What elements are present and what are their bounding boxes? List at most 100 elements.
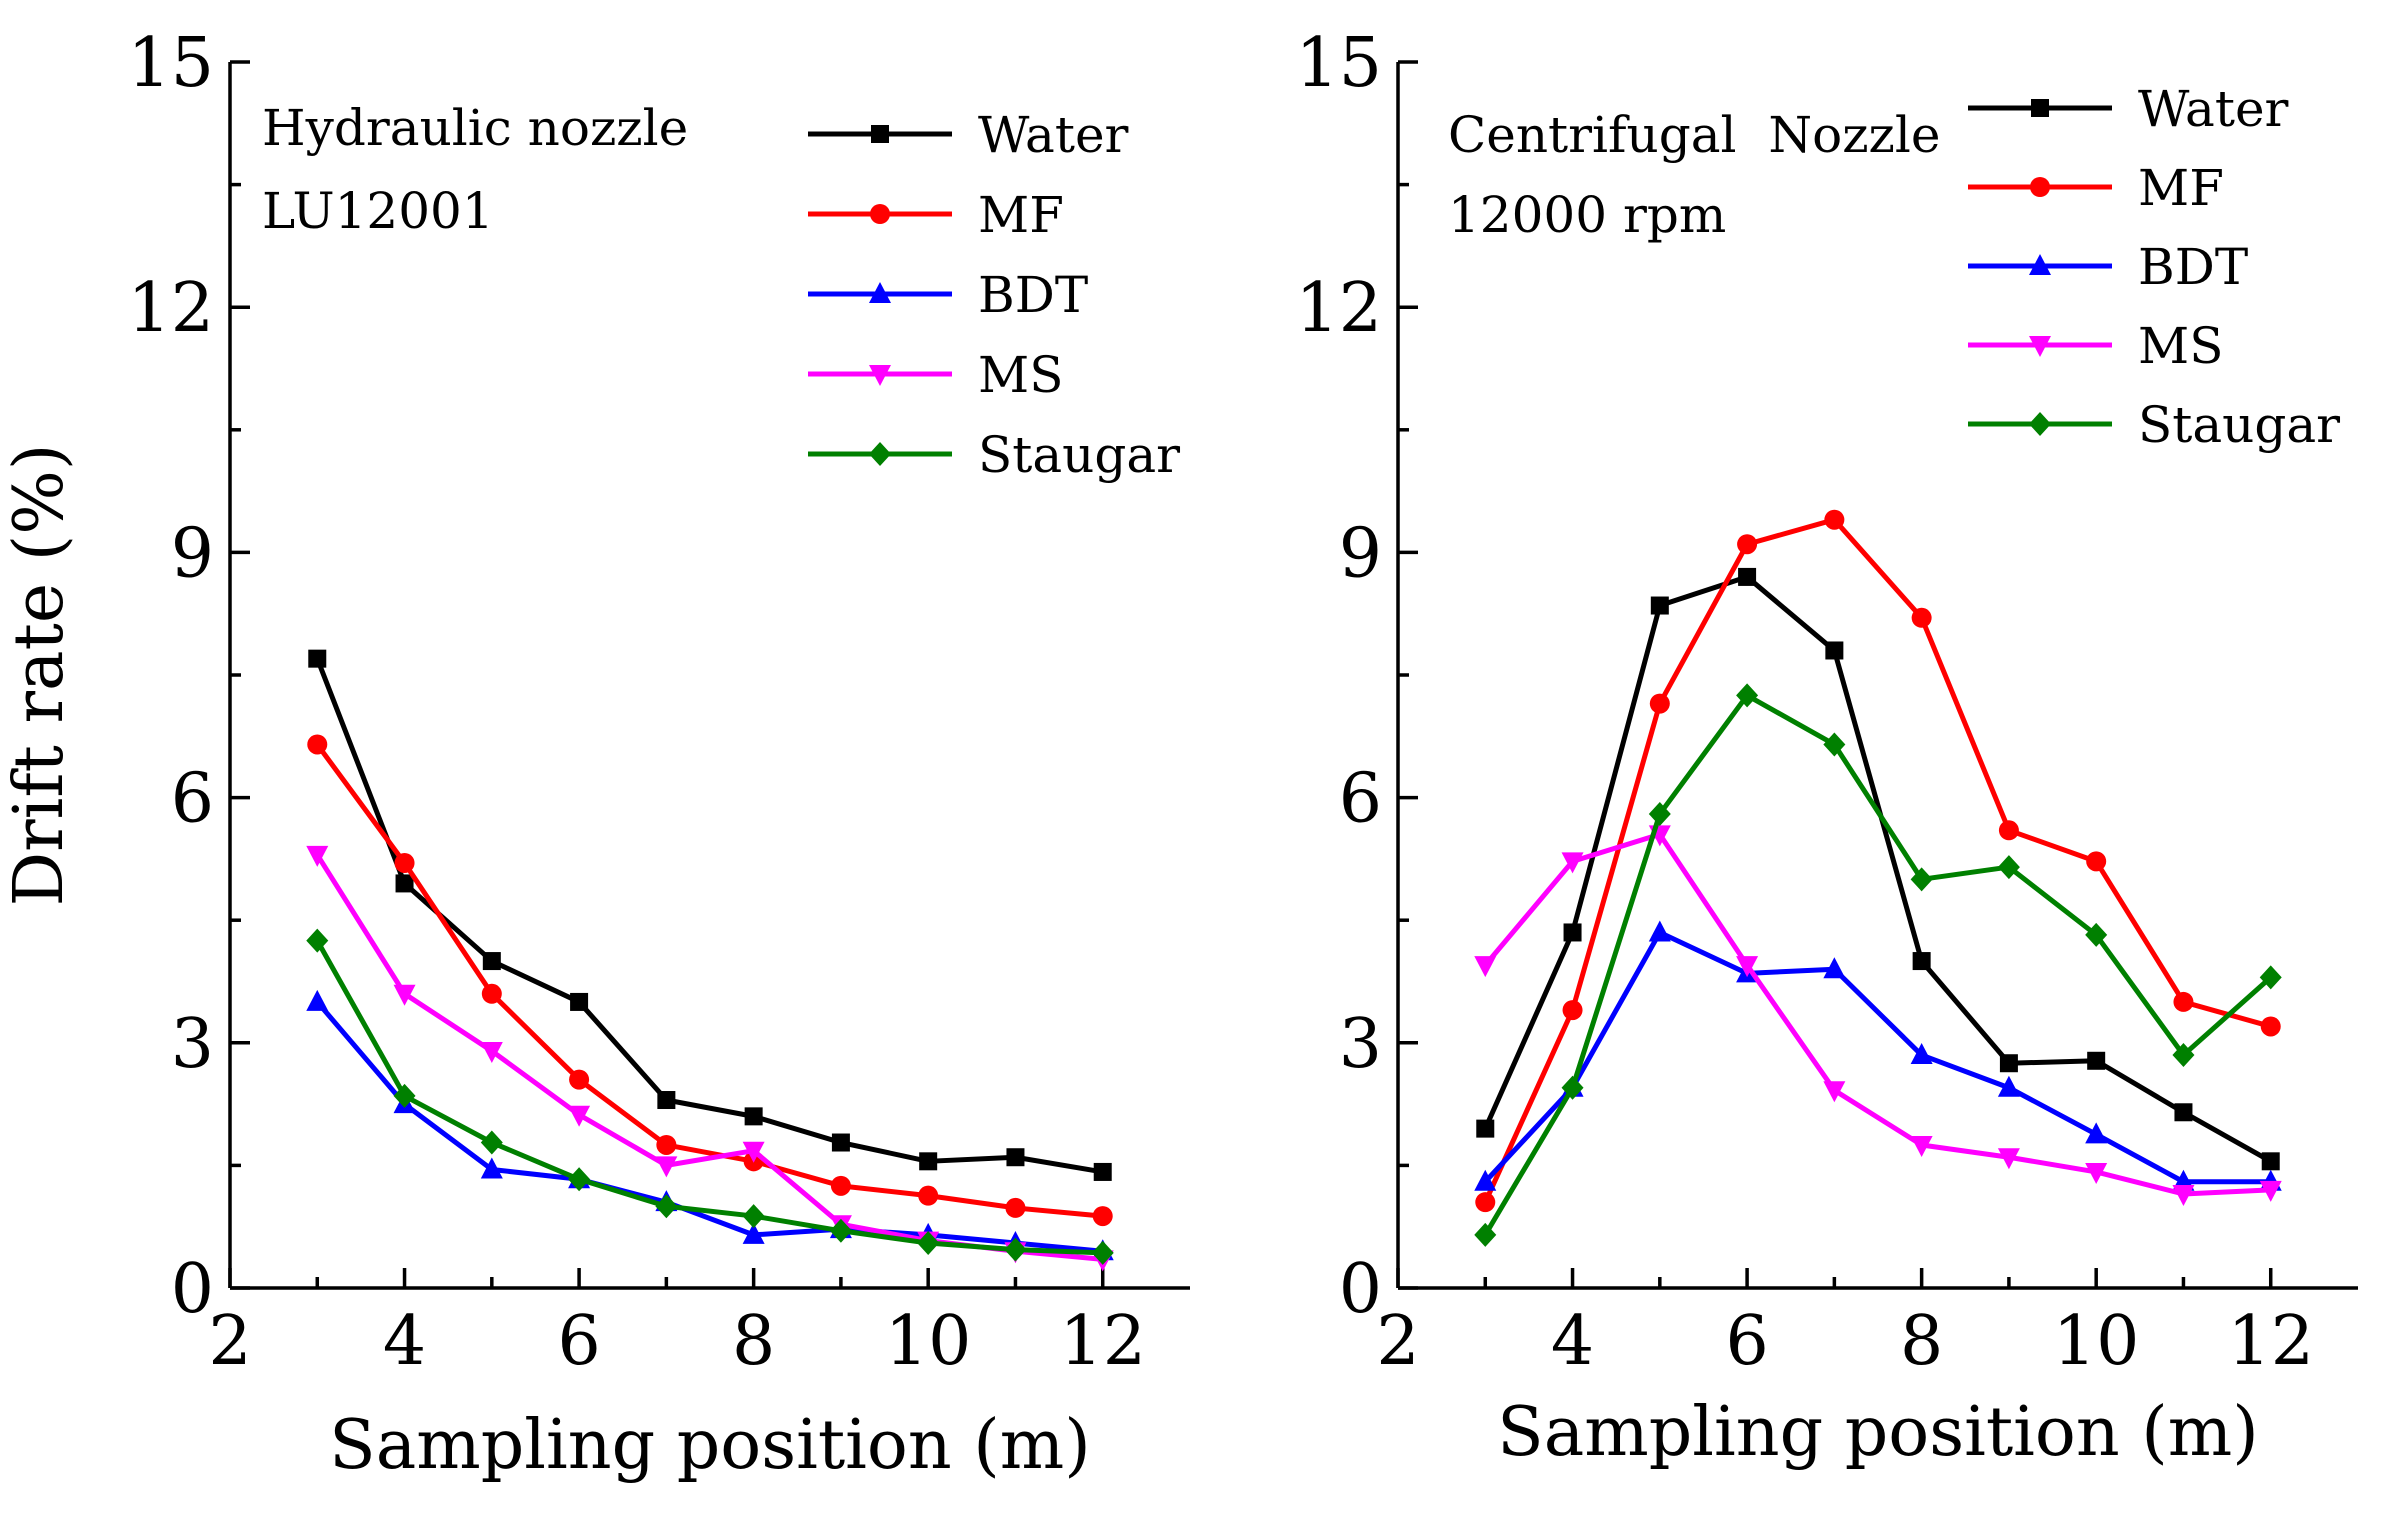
data-point-staugar <box>1474 1222 1497 1247</box>
data-point-water <box>1999 1054 2018 1073</box>
data-point-staugar <box>306 928 329 953</box>
legend: Water MF BDT MS Staugar <box>1968 80 2340 454</box>
series-line-water <box>1482 574 2272 1164</box>
x-tick-label: 12 <box>1059 1302 1146 1381</box>
data-point-water <box>482 952 501 971</box>
legend-item-mf: MF <box>1968 159 2224 217</box>
data-point-mf <box>2173 991 2194 1012</box>
data-point-staugar <box>1561 1075 1584 1100</box>
data-point-water <box>1563 923 1582 942</box>
legend-item-water: Water <box>1968 80 2289 138</box>
series-line-staugar <box>1483 692 2273 1237</box>
data-point-water <box>1650 596 1669 615</box>
data-point-mf <box>1475 1192 1496 1213</box>
data-point-water <box>570 992 589 1011</box>
data-point-water <box>919 1152 938 1171</box>
data-point-water <box>2087 1051 2106 1070</box>
data-point-mf <box>1649 693 1670 714</box>
data-point-water <box>2261 1152 2280 1171</box>
data-point-water <box>1006 1148 1025 1167</box>
legend-swatch-marker <box>2029 336 2051 357</box>
data-point-water <box>2174 1103 2193 1122</box>
chart-panel-hydraulic: 0 3 6 9 12 15 2 4 6 8 10 12 Sampling position (m) Dri… <box>0 24 1190 1485</box>
data-point-ms <box>1910 1135 1933 1157</box>
series-line-mf <box>315 742 1103 1219</box>
x-tick-label: 2 <box>1376 1302 1419 1381</box>
legend-label: BDT <box>978 266 1088 324</box>
data-point-staugar <box>829 1218 852 1243</box>
data-point-bdt <box>2085 1122 2108 1144</box>
data-point-staugar <box>1736 683 1759 708</box>
series-water <box>1476 567 2280 1171</box>
data-point-water <box>1912 952 1931 971</box>
data-point-mf <box>481 983 502 1004</box>
legend-label: MS <box>2138 317 2223 375</box>
data-point-water <box>1476 1119 1495 1138</box>
legend-label: MS <box>978 346 1063 404</box>
y-tick-label: 3 <box>171 1005 214 1084</box>
data-point-mf <box>1737 534 1758 555</box>
legend-label: Water <box>2138 80 2289 138</box>
data-point-mf <box>1998 820 2019 841</box>
data-point-bdt <box>742 1222 765 1244</box>
data-point-staugar <box>1997 855 2020 880</box>
series-mf <box>1475 509 2281 1213</box>
series-line-bdt <box>1483 929 2271 1185</box>
data-point-mf <box>1092 1206 1113 1227</box>
data-point-ms <box>480 1041 503 1063</box>
legend-item-ms: MS <box>808 346 1063 404</box>
legend-label: MF <box>2138 159 2224 217</box>
data-point-bdt <box>1997 1075 2020 1097</box>
x-tick-label: 10 <box>2053 1302 2140 1381</box>
legend-item-staugar: Staugar <box>1968 396 2340 454</box>
legend-swatch-marker <box>2029 412 2051 436</box>
data-point-water <box>308 649 327 668</box>
data-point-bdt <box>1910 1043 1933 1065</box>
data-point-water <box>744 1107 763 1126</box>
legend-swatch-marker <box>2031 99 2049 117</box>
data-point-staugar <box>1648 801 1671 826</box>
legend-swatch-marker <box>871 125 889 143</box>
x-tick-label: 6 <box>1725 1302 1768 1381</box>
legend-item-ms: MS <box>1968 317 2223 375</box>
data-point-ms <box>1561 852 1584 874</box>
legend-swatch-marker <box>869 282 891 303</box>
legend-label: Water <box>978 106 1129 164</box>
data-point-ms <box>655 1156 678 1178</box>
data-point-bdt <box>1474 1169 1497 1191</box>
y-tick-label: 9 <box>1339 514 1382 593</box>
series-line-ms <box>1483 831 2271 1197</box>
data-point-ms <box>2172 1185 2195 1207</box>
x-tick-label: 8 <box>1900 1302 1943 1381</box>
data-point-staugar <box>742 1204 765 1229</box>
legend-item-water: Water <box>808 106 1129 164</box>
legend-swatch-marker <box>2029 254 2051 275</box>
data-point-ms <box>2259 1180 2282 1202</box>
data-point-staugar <box>2085 922 2108 947</box>
x-tick-label: 6 <box>557 1302 600 1381</box>
legend-label: MF <box>978 186 1064 244</box>
data-point-ms <box>2085 1162 2108 1184</box>
data-point-water <box>395 874 414 893</box>
data-point-mf <box>569 1069 590 1090</box>
data-point-bdt <box>480 1157 503 1179</box>
y-tick-label: 0 <box>171 1250 214 1329</box>
data-point-staugar <box>480 1130 503 1155</box>
x-tick-label: 4 <box>1551 1302 1594 1381</box>
data-point-ms <box>568 1105 591 1127</box>
legend-item-bdt: BDT <box>808 266 1088 324</box>
data-point-staugar <box>655 1194 678 1219</box>
y-tick-label: 12 <box>1295 269 1382 348</box>
data-point-staugar <box>1823 732 1846 757</box>
data-point-mf <box>1824 509 1845 530</box>
x-tick-label: 10 <box>885 1302 972 1381</box>
x-tick-label: 12 <box>2227 1302 2314 1381</box>
data-point-mf <box>830 1175 851 1196</box>
series-mf <box>307 734 1113 1227</box>
y-tick-label: 6 <box>1339 760 1382 839</box>
data-point-mf <box>1562 1000 1583 1021</box>
y-axis-title: Drift rate (%) <box>0 444 79 907</box>
legend-swatch-marker <box>870 204 890 224</box>
series-line-water <box>314 657 1104 1175</box>
legend-swatch-marker <box>869 442 891 466</box>
